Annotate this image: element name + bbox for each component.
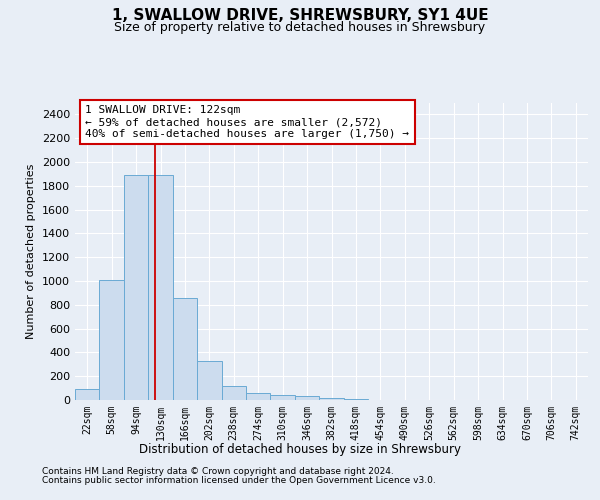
- Y-axis label: Number of detached properties: Number of detached properties: [26, 164, 37, 339]
- Text: Size of property relative to detached houses in Shrewsbury: Size of property relative to detached ho…: [115, 21, 485, 34]
- Bar: [221, 386, 246, 400]
- Bar: [344, 399, 368, 400]
- Bar: [124, 175, 148, 400]
- Bar: [75, 388, 100, 400]
- Bar: [271, 395, 295, 400]
- Text: 1, SWALLOW DRIVE, SHREWSBURY, SY1 4UE: 1, SWALLOW DRIVE, SHREWSBURY, SY1 4UE: [112, 8, 488, 22]
- Bar: [295, 396, 319, 400]
- Bar: [100, 280, 124, 400]
- Text: Distribution of detached houses by size in Shrewsbury: Distribution of detached houses by size …: [139, 442, 461, 456]
- Text: Contains public sector information licensed under the Open Government Licence v3: Contains public sector information licen…: [42, 476, 436, 485]
- Bar: [173, 298, 197, 400]
- Bar: [148, 175, 173, 400]
- Text: 1 SWALLOW DRIVE: 122sqm
← 59% of detached houses are smaller (2,572)
40% of semi: 1 SWALLOW DRIVE: 122sqm ← 59% of detache…: [85, 106, 409, 138]
- Bar: [319, 398, 344, 400]
- Bar: [246, 394, 271, 400]
- Text: Contains HM Land Registry data © Crown copyright and database right 2024.: Contains HM Land Registry data © Crown c…: [42, 468, 394, 476]
- Bar: [197, 362, 221, 400]
